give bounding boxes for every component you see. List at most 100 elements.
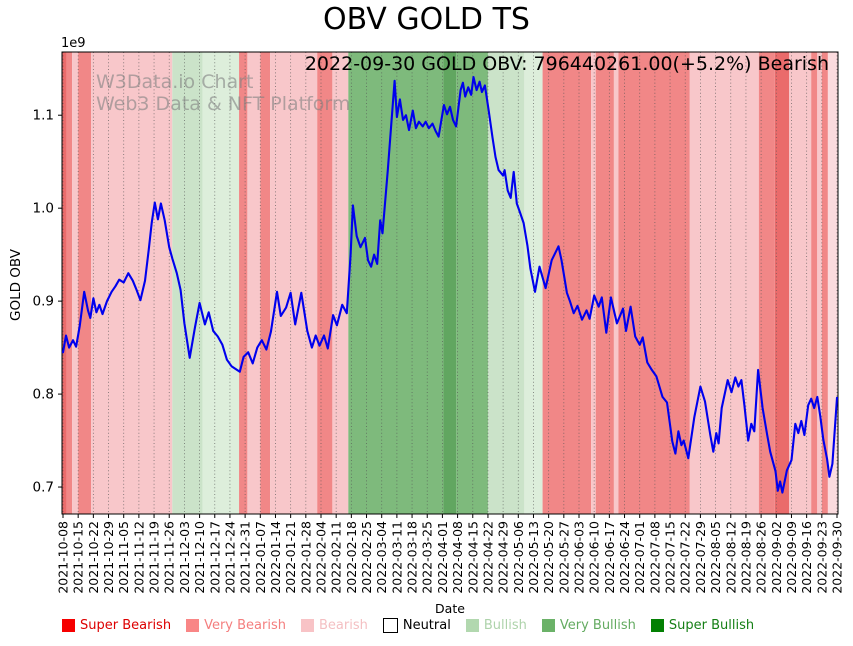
band-very_bearish [239, 52, 248, 514]
y-tick-label: 0.7 [33, 480, 54, 496]
band-very_bullish [456, 52, 488, 514]
x-tick-label: 2022-09-02 [769, 521, 784, 594]
y-axis-ticks: 0.7 0.8 0.9 1.0 1.1 [33, 108, 62, 496]
band-very_bullish [348, 52, 444, 514]
band-very_bearish [618, 52, 690, 514]
legend-label: Bullish [483, 618, 527, 633]
x-tick-label: 2021-11-19 [147, 521, 162, 594]
watermark: W3Data.io Chart Web3 Data & NFT Platform [96, 71, 350, 115]
band-very_bearish [595, 52, 614, 514]
x-tick-label: 2022-06-10 [587, 521, 602, 594]
x-tick-label: 2022-07-15 [663, 521, 678, 594]
y-axis-offset-label: 1e9 [61, 36, 86, 51]
x-tick-label: 2022-06-24 [617, 521, 632, 594]
y-tick-label: 0.9 [33, 294, 54, 310]
y-tick-label: 0.8 [33, 387, 54, 403]
x-tick-label: 2022-07-01 [632, 521, 647, 594]
band-very_bearish [758, 52, 775, 514]
x-tick-label: 2021-12-10 [192, 521, 207, 594]
legend-label: Super Bullish [668, 618, 755, 633]
band-very_bearish [317, 52, 333, 514]
legend-swatch-icon [186, 619, 200, 632]
band-bearish_light [827, 52, 838, 514]
y-tick-label: 1.0 [33, 201, 54, 217]
x-tick-label: 2022-04-01 [435, 521, 450, 594]
watermark-line2: Web3 Data & NFT Platform [96, 93, 351, 115]
band-bearish [72, 52, 79, 514]
band-very_bearish [78, 52, 92, 514]
band-bearish [332, 52, 349, 514]
band-very_bearish [260, 52, 271, 514]
legend-item-very-bullish: Very Bullish [541, 618, 636, 633]
x-tick-label: 2022-06-03 [572, 521, 587, 594]
band-very_bearish [66, 52, 73, 514]
x-tick-label: 2022-09-23 [814, 521, 829, 594]
x-tick-label: 2022-08-19 [738, 521, 753, 594]
x-tick-label: 2021-10-08 [56, 521, 71, 594]
x-tick-label: 2021-10-15 [71, 521, 86, 594]
legend-label: Neutral [402, 618, 451, 633]
y-tick-label: 1.1 [33, 108, 54, 124]
x-axis-label: Date [435, 601, 465, 616]
legend-item-bullish: Bullish [465, 618, 527, 633]
x-tick-label: 2021-12-24 [222, 521, 237, 594]
x-tick-label: 2022-05-13 [526, 521, 541, 594]
x-tick-label: 2022-01-07 [253, 521, 268, 594]
legend-item-super-bullish: Super Bullish [650, 618, 755, 633]
x-tick-label: 2021-10-22 [86, 521, 101, 594]
x-tick-label: 2021-11-12 [131, 521, 146, 594]
band-very_bearish [821, 52, 828, 514]
x-tick-label: 2021-12-31 [238, 521, 253, 594]
x-tick-label: 2022-01-14 [268, 521, 283, 594]
x-tick-label: 2021-11-26 [162, 521, 177, 594]
legend-label: Very Bullish [559, 618, 636, 633]
band-bearish [270, 52, 318, 514]
band-bearish [789, 52, 812, 514]
x-tick-label: 2022-04-08 [450, 521, 465, 594]
x-tick-label: 2022-06-17 [602, 521, 617, 594]
x-tick-label: 2022-03-04 [374, 521, 389, 594]
x-tick-label: 2022-08-12 [723, 521, 738, 594]
x-tick-label: 2022-02-04 [314, 521, 329, 594]
x-tick-label: 2022-01-28 [298, 521, 313, 594]
legend-item-bearish: Bearish [300, 618, 368, 633]
legend-label: Super Bearish [80, 618, 172, 633]
x-tick-label: 2022-04-29 [496, 521, 511, 594]
x-tick-label: 2022-03-11 [389, 521, 404, 594]
band-very_bearish [542, 52, 592, 514]
band-very_bearish_dark [62, 52, 67, 514]
x-tick-label: 2022-09-16 [799, 521, 814, 594]
legend-item-neutral: Neutral [382, 618, 451, 633]
legend-swatch-icon [465, 619, 479, 632]
plot-frame [61, 51, 839, 515]
legend-swatch-icon [541, 619, 555, 632]
x-tick-label: 2022-04-22 [480, 521, 495, 594]
chart-title: OBV GOLD TS [323, 2, 530, 37]
band-very_bearish [811, 52, 818, 514]
band-bearish [91, 52, 173, 514]
x-tick-label: 2022-02-11 [329, 521, 344, 594]
legend-swatch-icon [62, 619, 75, 632]
legend-swatch-icon [300, 619, 314, 632]
x-tick-label: 2022-08-05 [708, 521, 723, 594]
legend-label: Bearish [318, 618, 368, 633]
x-tick-label: 2022-03-25 [420, 521, 435, 594]
band-very_bullish_dark [443, 52, 457, 514]
x-tick-label: 2022-05-20 [541, 521, 556, 594]
x-tick-label: 2022-02-18 [344, 521, 359, 594]
x-tick-label: 2022-05-27 [556, 521, 571, 594]
band-bearish [817, 52, 822, 514]
band-bullish_light [202, 52, 240, 514]
x-tick-label: 2021-12-17 [207, 521, 222, 594]
x-axis-ticks: 2021-10-08 2021-10-15 2021-10-22 2021-10-29… [56, 514, 845, 594]
band-bearish [591, 52, 596, 514]
band-very_bearish_dark [774, 52, 790, 514]
y-axis-label: GOLD OBV [8, 249, 24, 322]
band-bearish [689, 52, 759, 514]
obv-line [61, 76, 839, 494]
x-tick-label: 2021-10-29 [101, 521, 116, 594]
x-tick-label: 2022-07-08 [647, 521, 662, 594]
x-tick-label: 2022-09-30 [830, 521, 845, 594]
